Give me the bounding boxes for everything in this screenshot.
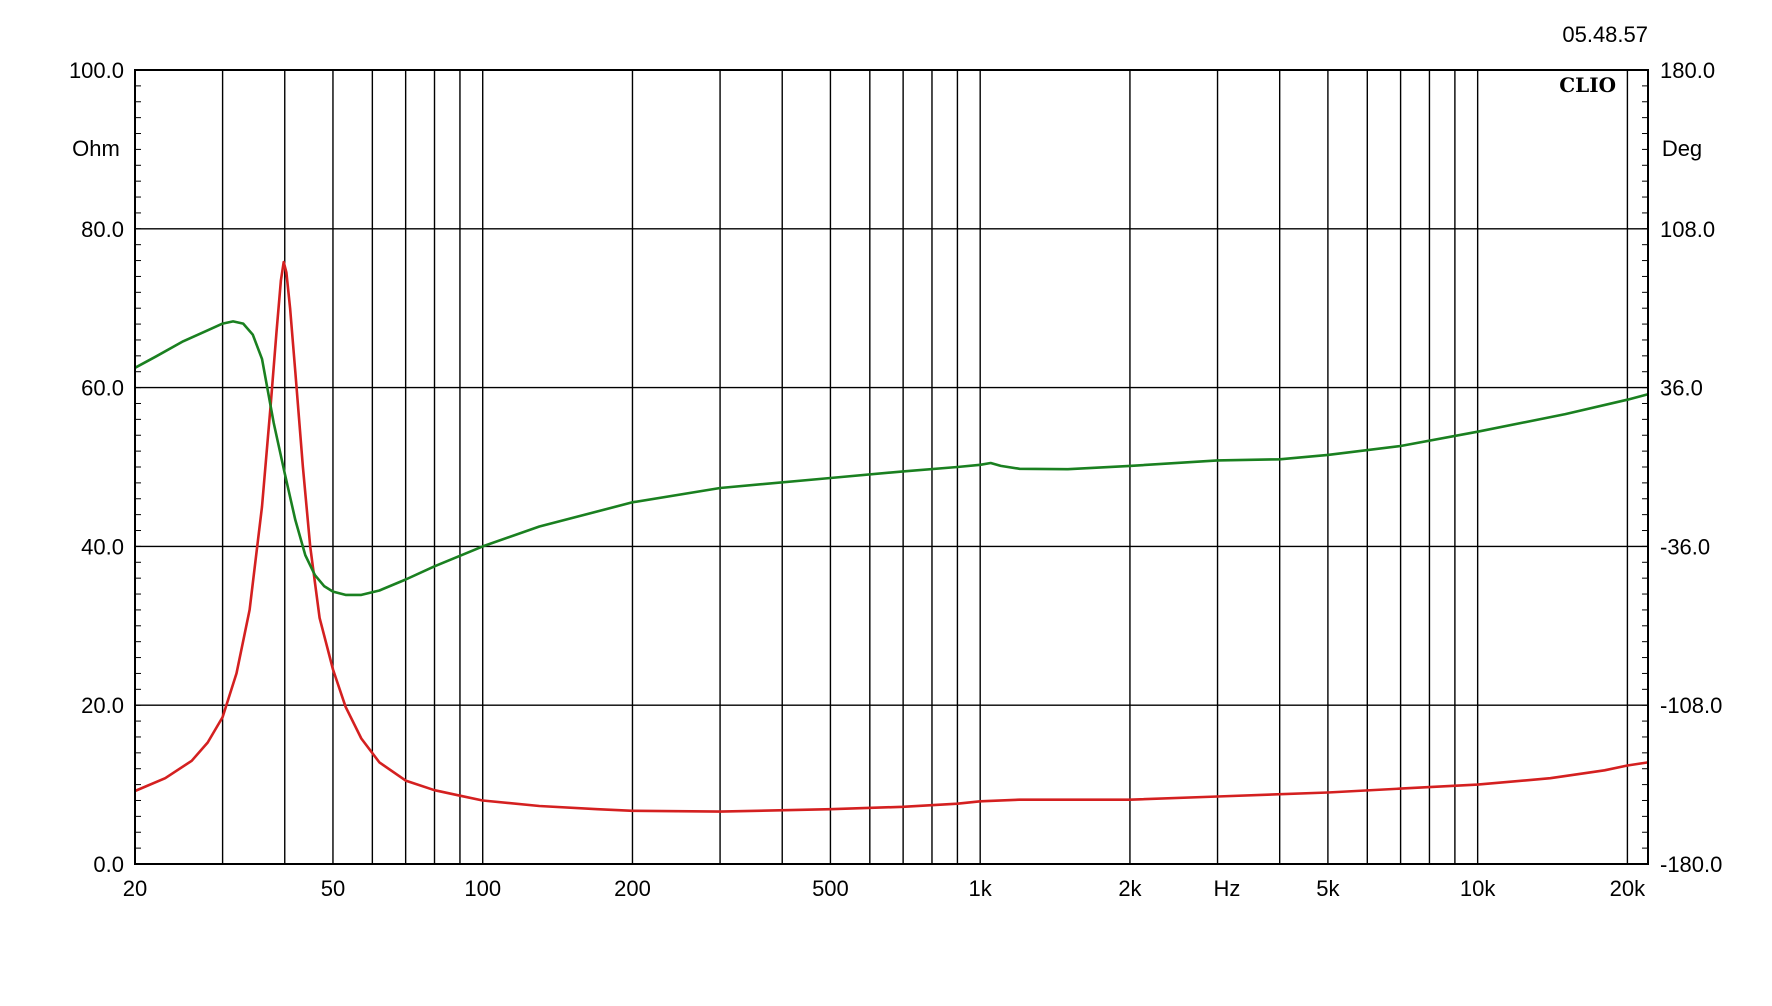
left-y-tick-label: 40.0: [81, 534, 124, 559]
x-tick-label: 20: [123, 876, 147, 901]
left-axis-unit: Ohm: [72, 136, 120, 161]
plot-frame: [134, 69, 1649, 865]
left-y-tick-label: 20.0: [81, 693, 124, 718]
x-tick-label: 50: [321, 876, 345, 901]
left-y-tick-label: 80.0: [81, 217, 124, 242]
left-y-tick-label: 60.0: [81, 376, 124, 401]
x-tick-label: 1k: [969, 876, 993, 901]
x-axis-unit: Hz: [1214, 876, 1241, 901]
curves: [134, 260, 1649, 813]
x-tick-label: 2k: [1118, 876, 1142, 901]
right-y-tick-label: 108.0: [1660, 217, 1715, 242]
right-y-tick-label: -180.0: [1660, 852, 1722, 877]
x-tick-label: 5k: [1316, 876, 1340, 901]
right-axis-unit: Deg: [1662, 136, 1702, 161]
right-y-tick-label: -36.0: [1660, 534, 1710, 559]
x-tick-label: 500: [812, 876, 849, 901]
right-y-tick-label: 36.0: [1660, 376, 1703, 401]
right-y-tick-label: -108.0: [1660, 693, 1722, 718]
phase-curve: [134, 320, 1649, 597]
left-y-tick-label: 100.0: [69, 58, 124, 83]
x-tick-label: 10k: [1460, 876, 1496, 901]
x-tick-label: 100: [464, 876, 501, 901]
grid: [135, 69, 1648, 865]
brand-logo: CLIO: [1559, 73, 1616, 97]
tick-labels: 20 50 100 200 500 1k 2k 5k 10k 20k 0.0 20.0 40.0 60.0…: [69, 58, 1722, 901]
impedance-curve: [134, 260, 1649, 813]
x-tick-label: 20k: [1610, 876, 1646, 901]
left-y-tick-label: 0.0: [93, 852, 124, 877]
x-tick-label: 200: [614, 876, 651, 901]
right-y-tick-label: 180.0: [1660, 58, 1715, 83]
timestamp-label: 05.48.57: [1562, 22, 1648, 47]
